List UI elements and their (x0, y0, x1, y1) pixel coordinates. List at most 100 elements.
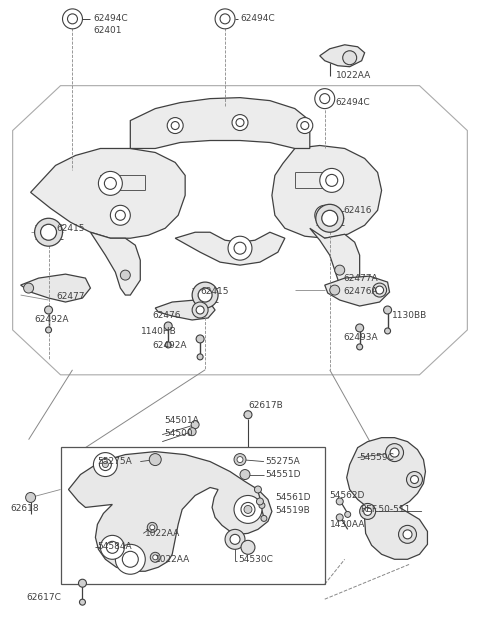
Circle shape (345, 511, 351, 517)
Circle shape (196, 306, 204, 314)
Text: 62492A: 62492A (35, 315, 69, 325)
Polygon shape (325, 276, 390, 306)
Circle shape (234, 495, 262, 523)
Circle shape (234, 242, 246, 254)
Circle shape (198, 288, 212, 302)
Circle shape (384, 306, 392, 314)
Circle shape (316, 204, 344, 232)
Circle shape (301, 122, 309, 129)
Circle shape (196, 335, 204, 343)
Circle shape (149, 453, 161, 465)
Circle shape (150, 525, 155, 530)
Text: 62401: 62401 (94, 26, 122, 35)
Text: 62476: 62476 (152, 311, 181, 320)
Circle shape (94, 453, 117, 477)
Circle shape (241, 540, 255, 555)
Polygon shape (31, 148, 185, 238)
Circle shape (120, 270, 130, 280)
Circle shape (41, 224, 57, 241)
Polygon shape (69, 452, 272, 571)
Circle shape (167, 117, 183, 134)
Circle shape (241, 502, 255, 516)
Text: 62492A: 62492A (152, 342, 187, 350)
Circle shape (240, 470, 250, 480)
Text: REF.50-511: REF.50-511 (360, 505, 410, 514)
Circle shape (322, 210, 338, 226)
Circle shape (110, 205, 130, 225)
Circle shape (236, 119, 244, 127)
Polygon shape (90, 232, 140, 295)
Text: 54561D: 54561D (275, 493, 311, 502)
Circle shape (385, 443, 404, 462)
Circle shape (24, 283, 34, 293)
Text: 55275A: 55275A (265, 457, 300, 466)
Circle shape (107, 541, 119, 553)
Circle shape (320, 168, 344, 192)
Text: 1022AA: 1022AA (336, 71, 371, 80)
Text: 54559C: 54559C (360, 453, 395, 462)
Text: 54584A: 54584A (97, 542, 132, 551)
Text: 1140HB: 1140HB (141, 327, 177, 337)
Circle shape (25, 492, 36, 502)
Circle shape (225, 529, 245, 550)
Polygon shape (130, 97, 310, 148)
Circle shape (215, 9, 235, 29)
Circle shape (336, 498, 343, 505)
Circle shape (122, 551, 138, 567)
Circle shape (192, 302, 208, 318)
Circle shape (220, 14, 230, 24)
Polygon shape (310, 228, 360, 290)
Circle shape (315, 205, 335, 225)
Text: 1022AA: 1022AA (155, 555, 191, 564)
Circle shape (336, 514, 343, 521)
Circle shape (320, 94, 330, 104)
Circle shape (320, 210, 330, 220)
Circle shape (230, 534, 240, 544)
Circle shape (372, 283, 386, 297)
Circle shape (100, 535, 124, 560)
Circle shape (335, 265, 345, 275)
Text: 62493A: 62493A (344, 333, 378, 342)
Circle shape (188, 428, 196, 436)
Text: 1130BB: 1130BB (392, 311, 427, 320)
Circle shape (244, 506, 252, 514)
Text: 62416: 62416 (344, 206, 372, 215)
Circle shape (297, 117, 313, 134)
Circle shape (234, 453, 246, 465)
Text: 55275A: 55275A (97, 457, 132, 466)
Circle shape (115, 210, 125, 220)
Circle shape (259, 502, 265, 509)
Polygon shape (320, 45, 365, 67)
Circle shape (228, 236, 252, 260)
Text: 62415: 62415 (200, 286, 228, 296)
Circle shape (343, 51, 357, 65)
Circle shape (68, 14, 77, 24)
Text: 62494C: 62494C (94, 14, 128, 23)
Circle shape (364, 507, 372, 516)
Circle shape (192, 282, 218, 308)
Text: 54551D: 54551D (265, 470, 300, 479)
Circle shape (390, 448, 399, 457)
Circle shape (410, 475, 419, 484)
Text: 1022AA: 1022AA (145, 529, 180, 538)
Text: 62494C: 62494C (240, 14, 275, 23)
Circle shape (46, 327, 51, 333)
Text: 54501A: 54501A (164, 416, 199, 425)
Text: 62477A: 62477A (344, 274, 378, 283)
Circle shape (398, 526, 417, 543)
Text: 62494C: 62494C (336, 98, 371, 107)
Circle shape (356, 324, 364, 332)
Circle shape (256, 498, 264, 505)
Circle shape (315, 89, 335, 109)
Circle shape (197, 354, 203, 360)
Text: 62477: 62477 (57, 291, 85, 301)
Polygon shape (272, 146, 382, 238)
Circle shape (104, 177, 116, 190)
Circle shape (164, 322, 172, 330)
Text: 62415: 62415 (57, 224, 85, 233)
Text: 62618: 62618 (11, 504, 39, 513)
Circle shape (407, 472, 422, 487)
Circle shape (244, 411, 252, 419)
Polygon shape (347, 438, 428, 560)
Text: 62476A: 62476A (344, 286, 378, 296)
